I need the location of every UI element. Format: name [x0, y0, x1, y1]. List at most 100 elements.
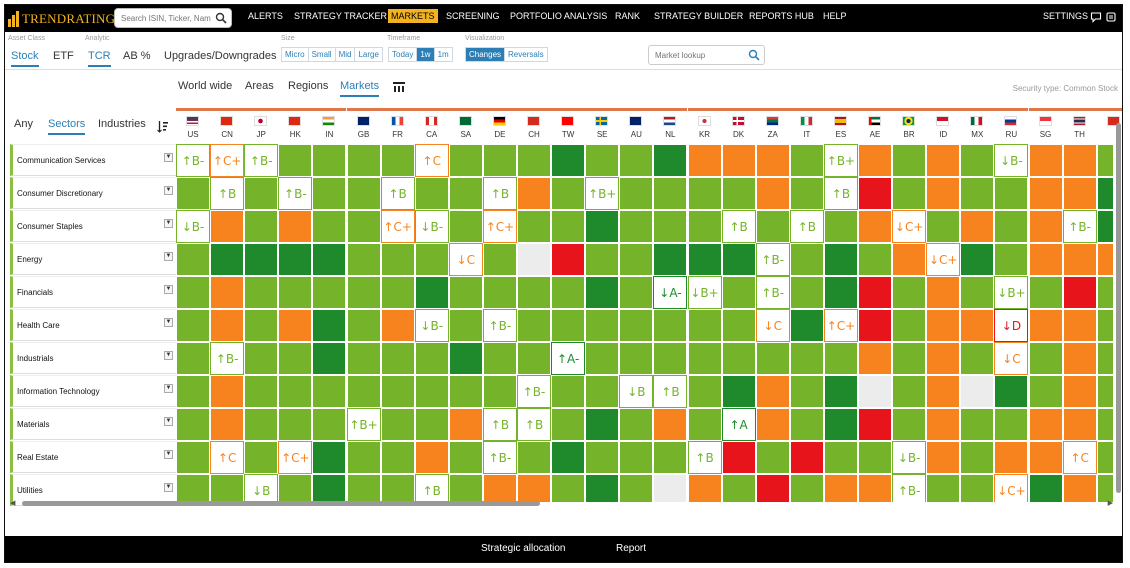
- market-column-ru[interactable]: RU: [994, 108, 1029, 141]
- heatmap-cell[interactable]: [176, 243, 211, 276]
- market-column-th[interactable]: TH: [1062, 108, 1097, 141]
- nav-strategy-tracker[interactable]: STRATEGY TRACKER: [294, 11, 388, 21]
- heatmap-cell-rating-change[interactable]: ↓B-: [414, 309, 449, 342]
- heatmap-cell-rating-change[interactable]: ↑B+: [823, 144, 858, 177]
- heatmap-cell[interactable]: [551, 177, 586, 210]
- heatmap-cell[interactable]: [926, 177, 961, 210]
- chat-icon[interactable]: [1090, 11, 1102, 23]
- heatmap-cell[interactable]: [892, 177, 927, 210]
- heatmap-cell[interactable]: [653, 342, 688, 375]
- heatmap-cell[interactable]: [960, 309, 995, 342]
- heatmap-cell[interactable]: [210, 243, 245, 276]
- heatmap-cell[interactable]: [789, 408, 824, 441]
- heatmap-cell[interactable]: [789, 474, 824, 502]
- market-column-mx[interactable]: MX: [960, 108, 995, 141]
- heatmap-cell[interactable]: [892, 276, 927, 309]
- heatmap-cell[interactable]: [244, 309, 279, 342]
- heatmap-cell[interactable]: [1028, 375, 1063, 408]
- market-column-fr[interactable]: FR: [380, 108, 415, 141]
- heatmap-cell[interactable]: [380, 309, 415, 342]
- heatmap-cell[interactable]: [414, 276, 449, 309]
- heatmap-cell-rating-change[interactable]: ↑B+: [346, 408, 381, 441]
- tab-industries[interactable]: Industries: [98, 118, 146, 130]
- heatmap-cell[interactable]: [551, 309, 586, 342]
- heatmap-cell[interactable]: [244, 210, 279, 243]
- heatmap-cell[interactable]: [1062, 342, 1097, 375]
- heatmap-cell[interactable]: [994, 375, 1029, 408]
- heatmap-cell[interactable]: [823, 276, 858, 309]
- heatmap-cell[interactable]: [312, 408, 347, 441]
- heatmap-cell[interactable]: [278, 474, 313, 502]
- heatmap-cell[interactable]: [585, 243, 620, 276]
- heatmap-cell[interactable]: [278, 243, 313, 276]
- heatmap-cell[interactable]: [380, 144, 415, 177]
- heatmap-cell-rating-change[interactable]: ↑B: [482, 408, 517, 441]
- heatmap-cell[interactable]: [994, 408, 1029, 441]
- nav-reports-hub[interactable]: REPORTS HUB: [749, 11, 814, 21]
- chevron-down-icon[interactable]: ▼: [164, 351, 173, 360]
- size-micro[interactable]: Micro: [282, 48, 309, 61]
- heatmap-cell[interactable]: [278, 342, 313, 375]
- chevron-down-icon[interactable]: ▼: [164, 252, 173, 261]
- heatmap-cell[interactable]: [960, 177, 995, 210]
- heatmap-cell[interactable]: [176, 177, 211, 210]
- report-button[interactable]: Report: [616, 543, 647, 554]
- heatmap-cell[interactable]: [823, 441, 858, 474]
- bar-chart-icon[interactable]: [392, 81, 406, 93]
- chevron-down-icon[interactable]: ▼: [164, 153, 173, 162]
- heatmap-cell-rating-change[interactable]: ↑C+: [210, 144, 245, 177]
- heatmap-cell[interactable]: [789, 441, 824, 474]
- chevron-down-icon[interactable]: ▼: [164, 483, 173, 492]
- heatmap-cell[interactable]: [448, 342, 483, 375]
- sector-row-information-technology[interactable]: Information Technology ▼: [10, 375, 176, 407]
- heatmap-cell[interactable]: [755, 342, 790, 375]
- asset-class-etf[interactable]: ETF: [53, 50, 74, 62]
- timeframe-1m[interactable]: 1m: [437, 50, 449, 59]
- heatmap-cell-rating-change[interactable]: ↓C+: [926, 243, 961, 276]
- heatmap-cell-rating-change[interactable]: ↑B-: [892, 474, 927, 502]
- heatmap-cell[interactable]: [892, 144, 927, 177]
- visualization-reversals[interactable]: Reversals: [508, 50, 544, 59]
- heatmap-cell[interactable]: [551, 144, 586, 177]
- heatmap-cell-rating-change[interactable]: ↑B: [210, 177, 245, 210]
- heatmap-cell[interactable]: [244, 342, 279, 375]
- heatmap-cell-rating-change[interactable]: ↓B-: [994, 144, 1029, 177]
- heatmap-cell[interactable]: [789, 375, 824, 408]
- nav-settings[interactable]: SETTINGS: [1042, 11, 1088, 21]
- heatmap-cell[interactable]: [653, 441, 688, 474]
- nav-alerts[interactable]: ALERTS: [248, 11, 283, 21]
- heatmap-cell[interactable]: [755, 177, 790, 210]
- heatmap-cell[interactable]: [210, 474, 245, 502]
- heatmap-cell[interactable]: [960, 243, 995, 276]
- market-column-au[interactable]: AU: [619, 108, 654, 141]
- search-icon[interactable]: [748, 49, 760, 61]
- heatmap-cell[interactable]: [721, 177, 756, 210]
- tab-sectors[interactable]: Sectors: [48, 118, 86, 135]
- chevron-down-icon[interactable]: ▼: [164, 285, 173, 294]
- heatmap-cell[interactable]: [619, 309, 654, 342]
- heatmap-cell[interactable]: [858, 474, 893, 502]
- heatmap-cell[interactable]: [346, 309, 381, 342]
- heatmap-cell[interactable]: [619, 474, 654, 502]
- heatmap-cell-rating-change[interactable]: ↓B-: [414, 210, 449, 243]
- tab-markets[interactable]: Markets: [340, 80, 380, 97]
- heatmap-cell-rating-change[interactable]: ↓C+: [892, 210, 927, 243]
- heatmap-cell[interactable]: [926, 474, 961, 502]
- market-column-br[interactable]: BR: [892, 108, 927, 141]
- heatmap-cell[interactable]: [278, 144, 313, 177]
- heatmap-cell[interactable]: [755, 375, 790, 408]
- heatmap-cell[interactable]: [210, 210, 245, 243]
- heatmap-cell[interactable]: [278, 210, 313, 243]
- heatmap-cell[interactable]: [858, 177, 893, 210]
- heatmap-cell[interactable]: [1028, 210, 1063, 243]
- heatmap-cell[interactable]: [687, 408, 722, 441]
- heatmap-cell-rating-change[interactable]: ↑B-: [755, 276, 790, 309]
- heatmap-cell-rating-change[interactable]: ↑B: [414, 474, 449, 502]
- heatmap-cell[interactable]: [1096, 177, 1113, 210]
- heatmap-cell[interactable]: [858, 309, 893, 342]
- heatmap-cell[interactable]: [858, 276, 893, 309]
- sector-row-real-estate[interactable]: Real Estate ▼: [10, 441, 176, 473]
- heatmap-cell[interactable]: [482, 276, 517, 309]
- market-column-id[interactable]: ID: [926, 108, 961, 141]
- heatmap-cell[interactable]: [960, 375, 995, 408]
